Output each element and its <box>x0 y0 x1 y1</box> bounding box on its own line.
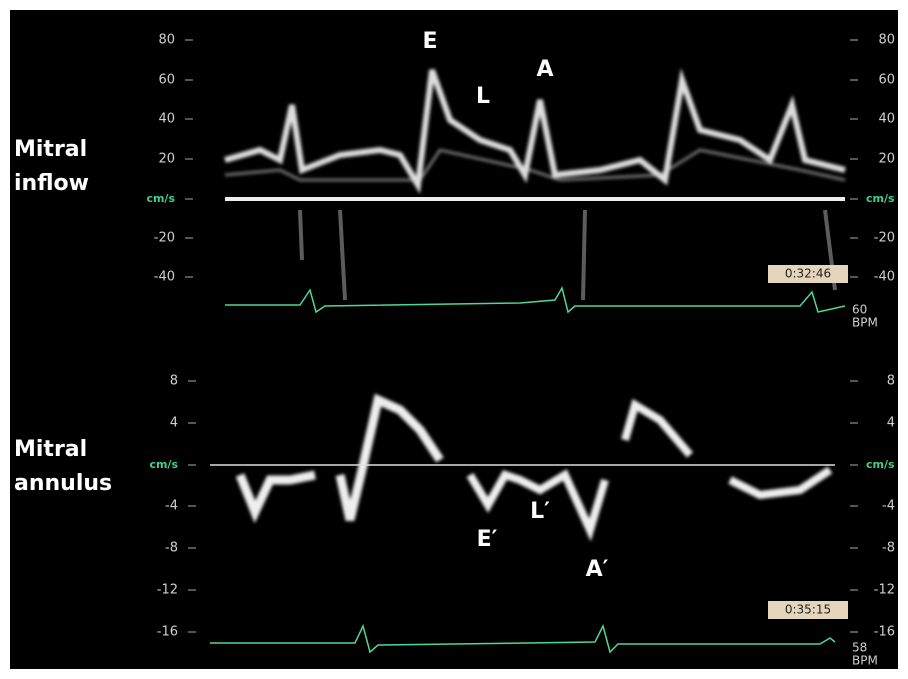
wave-label: E <box>422 29 437 54</box>
right-axis-label: 40 <box>878 112 895 127</box>
right-axis-label: 4 <box>887 416 895 431</box>
left-axis-label: -4 <box>165 499 178 514</box>
left-axis-label: -40 <box>154 270 175 285</box>
wave-label: A′ <box>586 557 609 582</box>
right-axis-label: 80 <box>878 33 895 48</box>
inflow-reverse <box>298 209 837 301</box>
inflow-spectrum <box>224 68 846 195</box>
left-axis-label: cm/s <box>149 458 178 471</box>
panel-title: Mitral <box>14 437 87 462</box>
right-axis-label: 20 <box>878 152 895 167</box>
left-axis-label: 80 <box>158 33 175 48</box>
right-axis-label: -4 <box>882 499 895 514</box>
right-axis-label: -16 <box>874 625 895 640</box>
ecg <box>210 623 836 654</box>
heart-rate: 58 <box>852 641 867 655</box>
annulus-spectrum <box>235 393 833 542</box>
wave-label: L <box>476 84 490 109</box>
left-axis-label: 20 <box>158 152 175 167</box>
panel-title: annulus <box>14 471 112 496</box>
left-axis-label: -20 <box>154 231 175 246</box>
right-axis-label: cm/s <box>866 192 895 205</box>
right-axis-label: -12 <box>874 583 895 598</box>
screen <box>10 10 898 669</box>
panel-title: Mitral <box>14 137 87 162</box>
left-axis-label: 8 <box>170 374 178 389</box>
timestamp: 0:32:46 <box>785 267 831 281</box>
left-axis-label: -12 <box>157 583 178 598</box>
left-axis-label: 40 <box>158 112 175 127</box>
panel-title: inflow <box>14 171 89 196</box>
heart-rate-unit: BPM <box>852 654 878 668</box>
left-axis-label: 4 <box>170 416 178 431</box>
left-axis-label: cm/s <box>146 192 175 205</box>
right-axis-label: cm/s <box>866 458 895 471</box>
ecg <box>225 286 846 314</box>
left-axis-label: -16 <box>157 625 178 640</box>
wave-label: E′ <box>477 527 498 552</box>
left-axis-label: 60 <box>158 73 175 88</box>
heart-rate-unit: BPM <box>852 316 878 330</box>
timestamp-box <box>768 601 848 619</box>
wave-label: L′ <box>530 499 550 524</box>
right-axis-label: 60 <box>878 73 895 88</box>
right-axis-label: 8 <box>887 374 895 389</box>
wave-label: A <box>536 57 553 82</box>
left-axis-label: -8 <box>165 541 178 556</box>
timestamp-box <box>768 265 848 283</box>
heart-rate: 60 <box>852 303 867 317</box>
right-axis-label: -20 <box>874 231 895 246</box>
right-axis-label: -40 <box>874 270 895 285</box>
right-axis-label: -8 <box>882 541 895 556</box>
timestamp: 0:35:15 <box>785 603 831 617</box>
